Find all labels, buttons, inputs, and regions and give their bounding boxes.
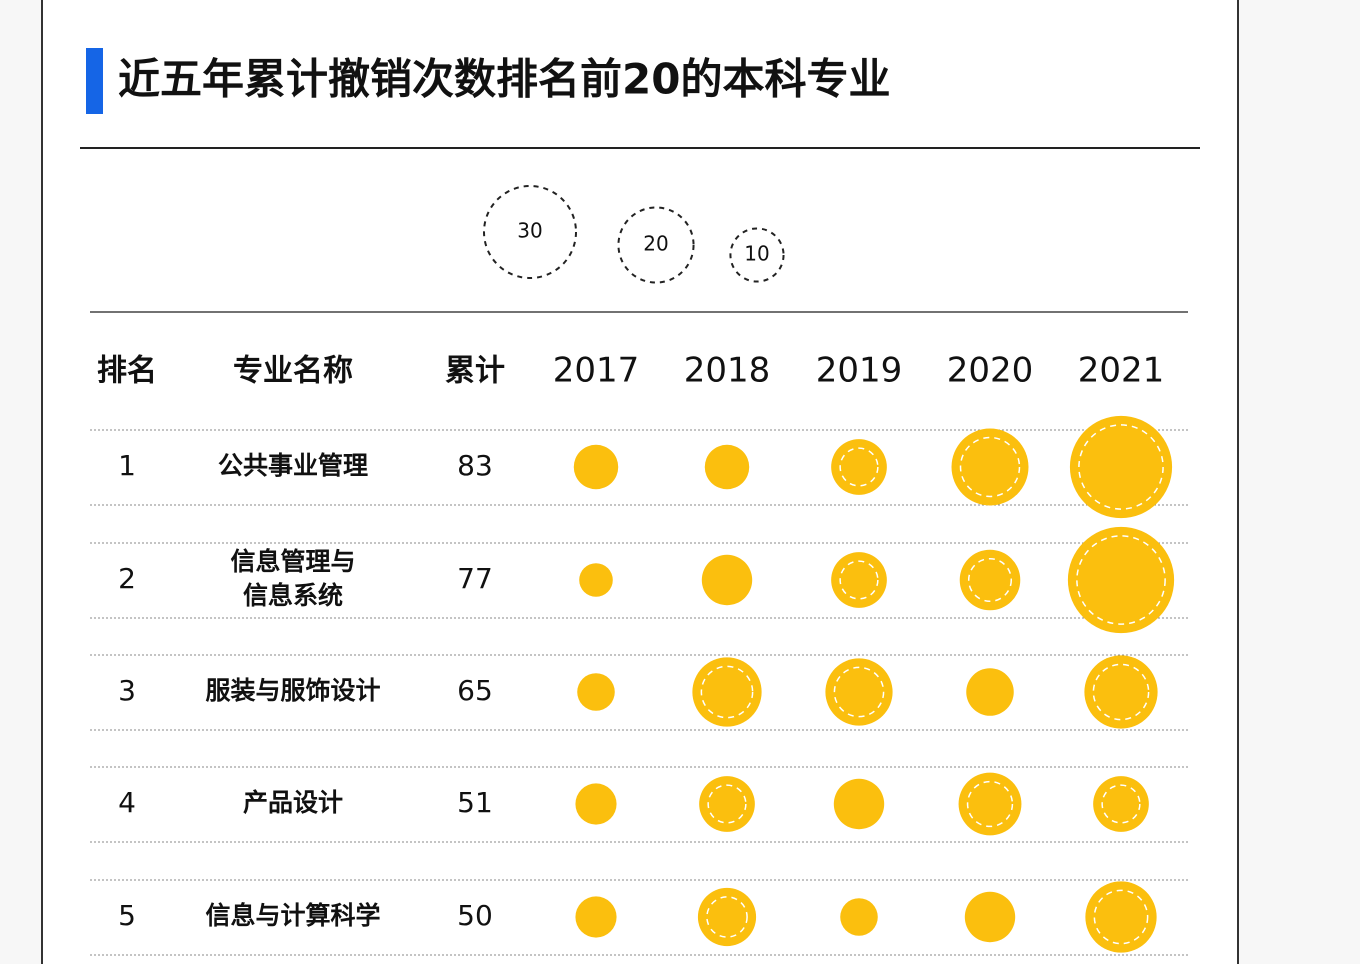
bubble: [575, 783, 617, 825]
column-header: 2019: [816, 351, 903, 391]
rank: 1: [118, 449, 136, 482]
bubble: [964, 891, 1016, 943]
bubble-ring: [706, 896, 748, 938]
bubble-ring: [839, 447, 879, 487]
title-bar: [86, 48, 103, 114]
bubble-ring: [967, 557, 1013, 603]
rank: 5: [118, 899, 136, 932]
bubble: [840, 898, 878, 936]
column-header: 2018: [684, 351, 771, 391]
major-name: 信息与计算科学: [205, 901, 380, 930]
legend-circle: [617, 206, 695, 284]
bubble-ring: [707, 784, 747, 824]
total: 65: [457, 674, 493, 707]
bubble: [577, 673, 615, 711]
bubble-ring: [1093, 889, 1149, 945]
bubble: [1067, 526, 1175, 634]
rank: 4: [118, 786, 136, 819]
legend-label: 20: [643, 232, 668, 256]
column-header: 专业名称: [233, 354, 353, 389]
column-header: 2021: [1078, 351, 1165, 391]
major-name: 信息管理与: [230, 547, 355, 576]
column-header: 2020: [947, 351, 1034, 391]
major-name: 服装与服饰设计: [205, 676, 380, 705]
major-name: 公共事业管理: [218, 451, 368, 480]
card: [41, 0, 1239, 964]
title: 近五年累计撤销次数排名前20的本科专业: [118, 55, 890, 104]
column-header: 2017: [553, 351, 640, 391]
bubble-ring: [966, 780, 1014, 828]
total: 77: [457, 562, 493, 595]
bubble: [579, 563, 613, 597]
column-header: 累计: [445, 354, 505, 389]
bubble: [699, 776, 755, 832]
bubble-ring: [1076, 535, 1166, 625]
bubble: [1085, 881, 1157, 953]
bubble: [692, 657, 762, 727]
legend-circle: [483, 185, 577, 279]
bubble-ring: [1101, 784, 1141, 824]
bubble-ring: [1092, 663, 1150, 721]
bubble-ring: [959, 436, 1021, 498]
total: 50: [457, 899, 493, 932]
bubble: [575, 896, 617, 938]
bubble: [831, 439, 887, 495]
bubble: [966, 668, 1014, 716]
major-name: 产品设计: [243, 788, 343, 817]
legend-circle: [729, 227, 785, 283]
bubble: [1084, 655, 1158, 729]
bubble: [701, 554, 753, 606]
bubble: [951, 428, 1029, 506]
bubble: [825, 658, 893, 726]
rank: 2: [118, 562, 136, 595]
bubble: [833, 778, 885, 830]
legend-label: 30: [517, 219, 542, 243]
bubble-ring: [700, 665, 754, 719]
bubble: [573, 444, 619, 490]
legend-label: 10: [744, 242, 769, 266]
bubble-ring: [833, 666, 885, 718]
column-header: 排名: [97, 354, 157, 389]
bubble: [1069, 415, 1173, 519]
total: 51: [457, 786, 493, 819]
bubble-ring: [1078, 424, 1164, 510]
bubble: [831, 552, 887, 608]
rank: 3: [118, 674, 136, 707]
bubble: [1093, 776, 1149, 832]
bubble-ring: [839, 560, 879, 600]
total: 83: [457, 449, 493, 482]
major-name: 信息系统: [243, 581, 343, 610]
bubble: [704, 444, 750, 490]
